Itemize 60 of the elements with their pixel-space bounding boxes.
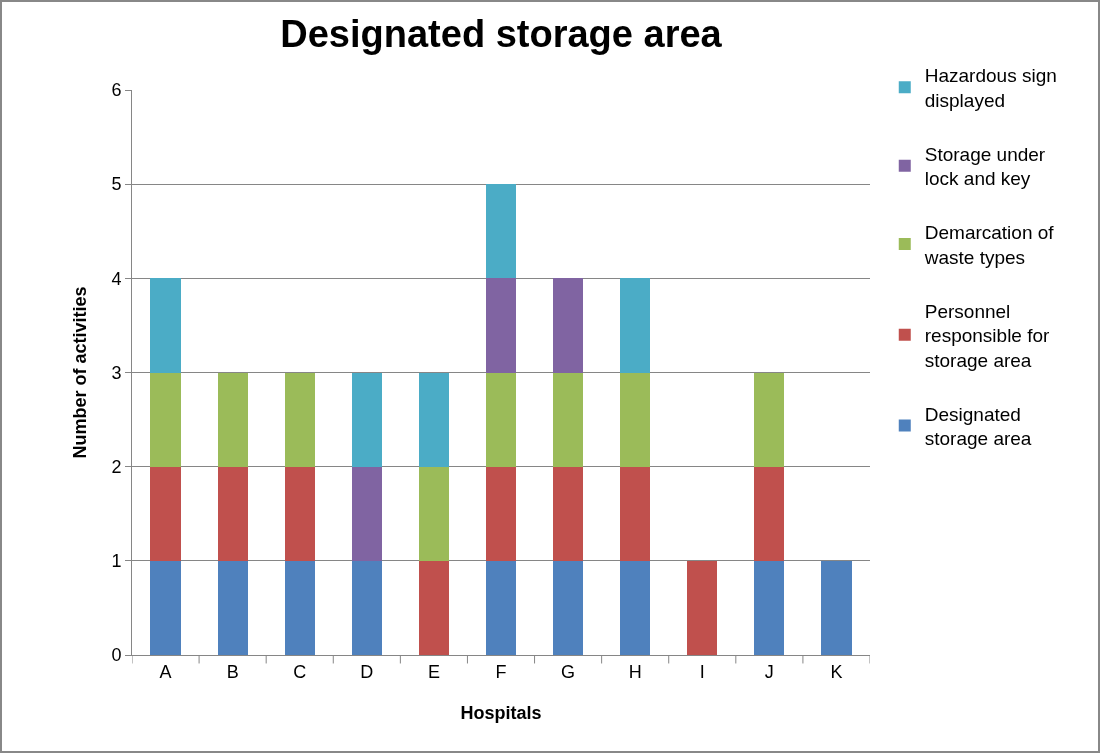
x-tick-label: D [360,661,374,682]
legend-label: Hazardous sign displayed [924,65,1057,112]
legend-label: Personnel responsible for storage area [924,300,1051,371]
legend-label: Demarcation of waste types [923,222,1055,268]
bar [418,560,449,655]
bar [284,372,315,467]
bar [351,560,382,655]
bar [485,466,517,561]
x-tick-label: B [226,661,239,682]
bar [150,560,181,655]
x-tick-label: H [628,661,642,682]
bar [485,278,517,373]
bar [217,560,248,655]
bar [687,560,718,655]
bar [150,466,181,561]
bar [217,372,248,467]
y-tick-label: 1 [111,551,122,572]
y-axis-title: Number of activities [69,286,90,459]
legend-label: Designated storage area [924,403,1032,450]
y-tick-label: 5 [111,174,122,195]
bar [150,372,181,467]
x-tick-label: A [159,661,172,682]
y-tick-label: 6 [111,80,122,101]
bar [553,278,584,373]
bar [553,466,584,561]
bar [418,372,449,467]
x-tick-label: F [495,661,507,682]
bar [754,372,785,467]
x-tick-label: E [427,661,440,682]
y-tick-label: 4 [111,268,122,289]
bar [553,372,584,467]
x-tick-label: G [561,661,576,682]
legend-label: Storage under lock and key [924,143,1046,190]
bar [284,560,315,655]
bar [284,466,315,561]
bar [351,372,382,467]
x-tick-label: K [830,661,843,682]
bar [620,560,651,655]
bar [620,372,651,467]
bar [217,466,248,561]
bar [485,372,517,467]
x-tick-label: I [699,661,705,682]
x-tick-label: C [293,661,307,682]
bar [150,278,181,373]
bar [754,466,785,561]
bar [485,560,517,655]
bar [821,560,852,655]
y-tick-label: 3 [111,362,122,383]
y-tick-label: 0 [111,645,122,666]
chart-title: Designated storage area [280,13,723,56]
bar [351,466,382,561]
bar [418,466,449,561]
x-tick-label: J [764,661,774,682]
bar [553,560,584,655]
bar [620,466,651,561]
x-axis-title: Hospitals [460,702,542,723]
y-tick-label: 2 [111,456,122,477]
bar [620,278,651,373]
bar [754,560,785,655]
bar [485,184,517,279]
